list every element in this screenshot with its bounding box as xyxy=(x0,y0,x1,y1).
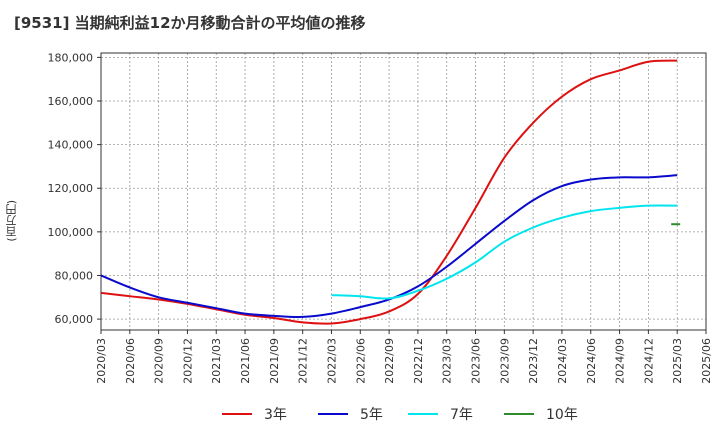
x-tick-label: 2022/03 xyxy=(325,338,338,384)
x-tick-label: 2023/09 xyxy=(498,338,511,384)
x-tick-label: 2021/06 xyxy=(239,338,252,384)
series-lines xyxy=(100,59,681,325)
x-tick-label: 2023/03 xyxy=(441,338,454,384)
x-tick-label: 2025/06 xyxy=(700,338,713,384)
x-tick-label: 2021/03 xyxy=(210,338,223,384)
legend-label: 5年 xyxy=(360,407,383,423)
x-tick-label: 2024/06 xyxy=(585,338,598,384)
x-tick-label: 2023/12 xyxy=(527,338,540,384)
legend-label: 10年 xyxy=(546,407,578,423)
y-tick-label: 140,000 xyxy=(48,139,94,152)
axes: 60,000 80,000 100,000 120,000 140,000 160,000… xyxy=(48,51,714,383)
x-tick-label: 2021/09 xyxy=(268,338,281,384)
x-tick-label: 2024/03 xyxy=(556,338,569,384)
chart-title: [9531] 当期純利益12か月移動合計の平均値の推移 xyxy=(14,14,366,32)
y-tick-label: 160,000 xyxy=(48,95,94,108)
x-tick-label: 2022/06 xyxy=(354,338,367,384)
x-tick-label: 2020/09 xyxy=(153,338,166,384)
x-tick-label: 2025/03 xyxy=(671,338,684,384)
x-tick-label: 2020/12 xyxy=(181,338,194,384)
x-tick-label: 2024/09 xyxy=(614,338,627,384)
y-tick-label: 60,000 xyxy=(55,313,94,326)
x-tick-label: 2020/03 xyxy=(95,338,108,384)
legend-label: 7年 xyxy=(450,407,473,423)
y-tick-label: 100,000 xyxy=(48,226,94,239)
x-tick-label: 2022/12 xyxy=(412,338,425,384)
y-tick-label: 80,000 xyxy=(55,269,94,282)
legend-label: 3年 xyxy=(264,407,287,423)
series-line-3年 xyxy=(100,59,678,325)
legend: 3年 5年 7年 10年 xyxy=(222,407,578,423)
x-tick-label: 2023/06 xyxy=(470,338,483,384)
series-line-7年 xyxy=(331,204,678,300)
y-tick-label: 180,000 xyxy=(48,51,94,64)
series-line-5年 xyxy=(100,174,678,318)
x-tick-label: 2022/09 xyxy=(383,338,396,384)
x-tick-label: 2024/12 xyxy=(642,338,655,384)
plot-border xyxy=(100,52,707,331)
x-tick-label: 2021/12 xyxy=(297,338,310,384)
y-tick-label: 120,000 xyxy=(48,182,94,195)
grid-lines xyxy=(101,53,706,330)
x-tick-label: 2020/06 xyxy=(124,338,137,384)
